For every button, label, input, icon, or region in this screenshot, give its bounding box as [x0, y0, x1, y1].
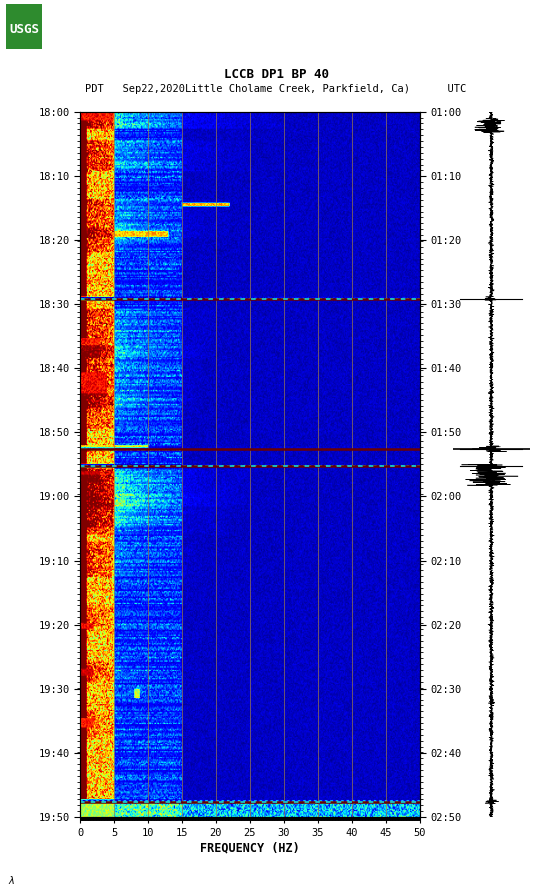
Text: PDT   Sep22,2020Little Cholame Creek, Parkfield, Ca)      UTC: PDT Sep22,2020Little Cholame Creek, Park…	[86, 84, 466, 95]
X-axis label: FREQUENCY (HZ): FREQUENCY (HZ)	[200, 842, 300, 855]
Text: LCCB DP1 BP 40: LCCB DP1 BP 40	[224, 68, 328, 80]
Text: USGS: USGS	[9, 22, 39, 36]
FancyBboxPatch shape	[6, 4, 42, 49]
Text: $\lambda$: $\lambda$	[8, 874, 15, 886]
